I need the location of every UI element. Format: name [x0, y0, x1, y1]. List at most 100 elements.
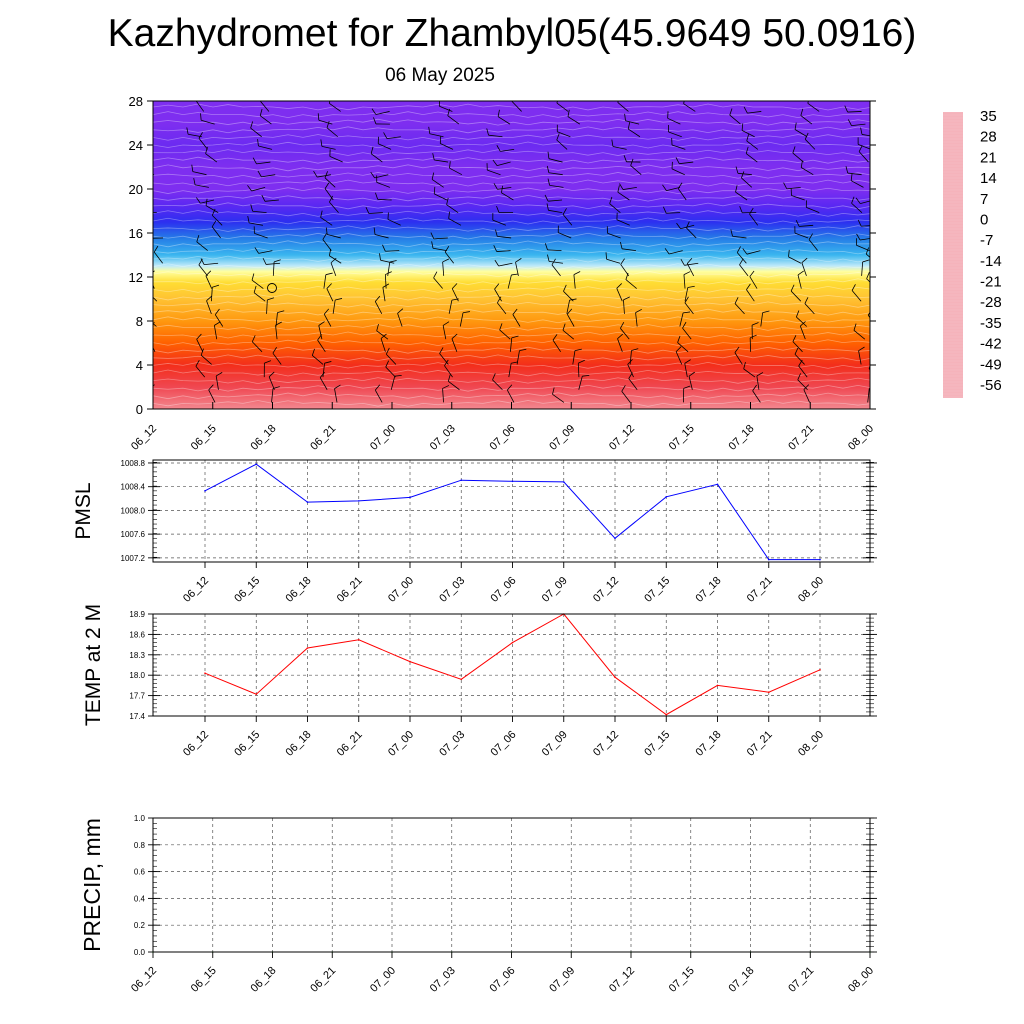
wind-barb [387, 261, 391, 276]
colorbar-label: -49 [980, 356, 1002, 373]
wind-barb-flag [324, 182, 330, 189]
ytick-label: 0.8 [134, 841, 146, 850]
wind-barb [548, 172, 563, 176]
wind-barb [847, 111, 862, 113]
wind-barb-flag [444, 245, 450, 253]
wind-barb-flag [382, 244, 386, 252]
wind-barb-flag [451, 283, 458, 289]
wind-barb-flag [801, 257, 808, 263]
contour-line [153, 111, 870, 118]
contour-line [153, 339, 870, 347]
wind-barb-flag [511, 335, 519, 339]
wind-barb-flag [578, 359, 585, 364]
wind-barb-flag [375, 384, 381, 391]
wind-barb [326, 288, 334, 302]
wind-barb-flag [511, 101, 513, 102]
xtick-label: 07_18 [727, 965, 757, 995]
wind-barb [671, 168, 685, 176]
wind-barb [799, 325, 806, 340]
wind-barb-flag [675, 157, 680, 164]
wind-barb [322, 239, 332, 251]
wind-barb-flag [252, 157, 257, 165]
wind-barb-flag [329, 195, 334, 203]
wind-barb [866, 278, 870, 283]
wind-barb-flag [200, 113, 202, 121]
wind-barb [800, 115, 813, 125]
wind-barb-flag [430, 232, 435, 240]
wind-barb-flag [497, 296, 502, 304]
wind-barb-flag [795, 219, 800, 227]
wind-barb-flag [735, 166, 739, 174]
series-point [665, 495, 668, 498]
wind-barb-flag [145, 349, 152, 351]
xtick-label: 07_06 [489, 729, 519, 759]
wind-barb [327, 234, 341, 239]
wind-barb-flag [552, 387, 555, 395]
wind-barb [729, 114, 741, 125]
wind-barb-flag [546, 165, 550, 173]
wind-barb-flag [567, 109, 570, 117]
precip-chart-panel: 0.0 0.2 0.4 0.6 0.8 1.0 06_12 06_15 06_18 06_21 07… [79, 814, 877, 995]
wind-barb [786, 186, 801, 190]
xtick-label: 07_21 [745, 575, 775, 605]
wind-barb-flag [511, 361, 519, 364]
wind-barb [578, 376, 583, 390]
wind-barb [215, 375, 219, 390]
wind-barb [500, 149, 515, 152]
wind-barb [275, 312, 278, 327]
wind-barb-flag [320, 139, 323, 147]
wind-barb [442, 325, 447, 340]
wind-barb [497, 302, 507, 315]
wind-barb-flag [874, 373, 880, 376]
wind-barb-flag [684, 359, 691, 364]
wind-barb-flag [370, 171, 375, 179]
wind-barb [630, 165, 642, 176]
wind-barb [433, 237, 448, 240]
wind-barb-flag [739, 206, 743, 213]
contour-line [153, 232, 870, 240]
wind-barb [213, 325, 218, 340]
temperature-heatmap-panel: 0 4 8 12 16 20 24 28 06_12 06_15 06_18 06_21 07_00 07… [129, 94, 880, 453]
wind-barb-flag [370, 146, 374, 154]
contour-line [153, 362, 870, 369]
wind-barb-flag [619, 183, 624, 190]
wind-barb-flag [153, 322, 155, 324]
plot-frame [152, 459, 871, 563]
wind-barb-flag [855, 197, 861, 204]
wind-barb-flag [259, 108, 263, 116]
xtick-label: 07_12 [591, 575, 621, 605]
wind-barb [680, 224, 695, 230]
wind-barb-flag [494, 259, 499, 267]
wind-barb [501, 192, 514, 201]
wind-barb-flag [512, 308, 518, 315]
wind-barb [625, 120, 640, 125]
series-point [562, 481, 565, 483]
wind-barb [144, 351, 146, 365]
wind-barb [374, 234, 389, 239]
wind-barb [609, 203, 621, 213]
wind-barb-flag [501, 185, 504, 193]
wind-barb [448, 300, 453, 314]
wind-barb-flag [511, 273, 519, 276]
series-point [511, 641, 514, 644]
wind-barb [370, 153, 383, 163]
contour-line [153, 194, 870, 202]
wind-barb-flag [376, 323, 379, 331]
xtick-label: 07_12 [607, 965, 637, 995]
series-point [819, 668, 821, 671]
wind-barb [850, 180, 864, 188]
wind-barb-flag [254, 247, 259, 254]
wind-barb-flag [428, 126, 431, 134]
wind-barb [508, 363, 512, 378]
wind-barb [860, 200, 870, 204]
wind-barb-flag [635, 308, 642, 313]
wind-barb [459, 312, 464, 327]
wind-barb [497, 235, 512, 239]
wind-barb-flag [683, 101, 685, 104]
wind-barb [506, 389, 515, 403]
wind-barb [494, 288, 502, 302]
wind-barb [451, 338, 458, 352]
wind-barb-flag [211, 208, 216, 216]
wind-barb [677, 342, 689, 353]
wind-barb [324, 188, 334, 201]
